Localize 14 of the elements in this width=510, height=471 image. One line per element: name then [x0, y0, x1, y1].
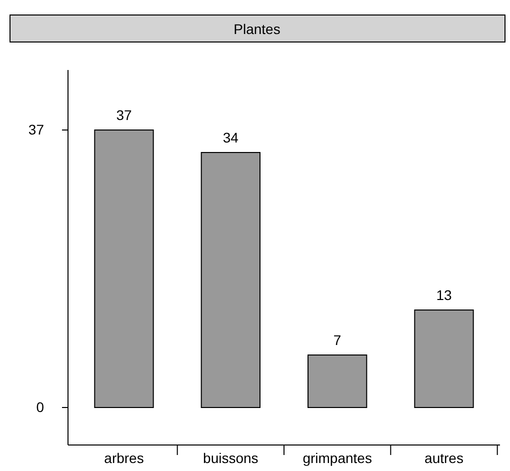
y-tick-label: 0	[36, 398, 44, 415]
chart-title: Plantes	[234, 21, 280, 37]
bar	[414, 310, 474, 408]
data-label: 13	[436, 287, 452, 303]
bar	[94, 130, 154, 408]
x-tick-label: grimpantes	[302, 450, 372, 466]
bar	[200, 152, 260, 408]
data-label: 7	[333, 332, 342, 348]
x-tick-label: buissons	[203, 450, 258, 466]
x-tick-label: arbres	[104, 450, 144, 466]
x-tick-label: autres	[424, 450, 464, 466]
data-label: 34	[222, 130, 239, 146]
bar	[308, 354, 368, 408]
data-label: 37	[116, 107, 132, 123]
